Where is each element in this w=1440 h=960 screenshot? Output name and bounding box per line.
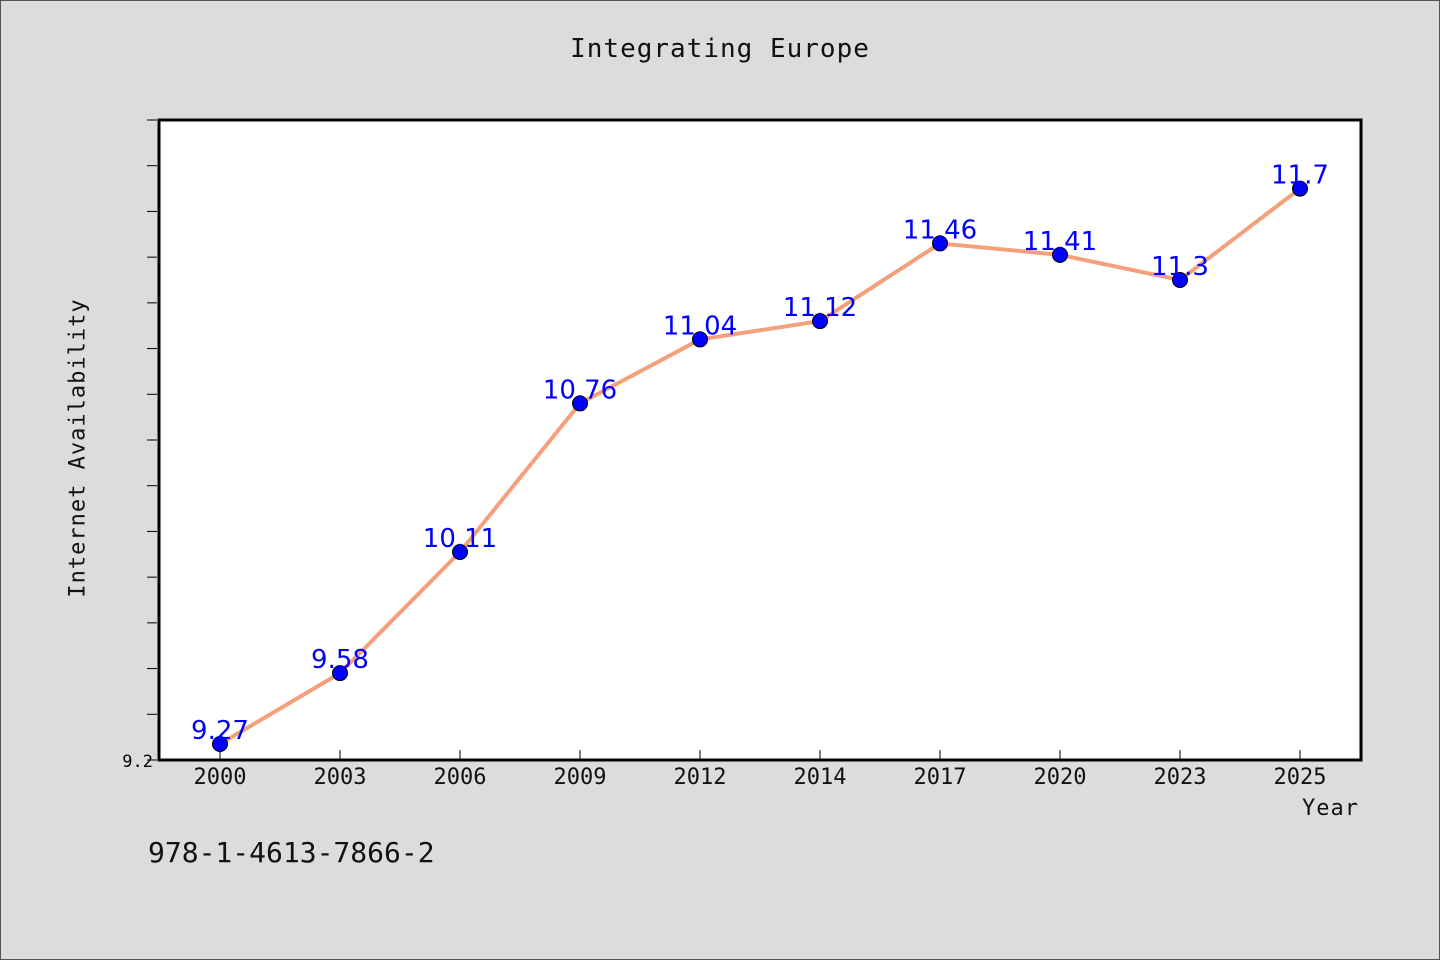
data-label: 11.41	[1023, 227, 1097, 257]
data-label: 11.12	[783, 293, 857, 323]
x-tick-label: 2017	[914, 765, 967, 790]
data-labels-group: 9.27 9.58 10.11 10.76 11.04 11.12 11.46 11.41 11…	[191, 161, 1329, 746]
x-tick-label: 2023	[1154, 765, 1207, 790]
data-point	[1052, 246, 1068, 263]
data-label: 10.11	[423, 524, 497, 554]
data-point	[332, 665, 348, 682]
x-tick-label: 2000	[194, 765, 247, 790]
data-label: 11.7	[1271, 161, 1329, 191]
x-tick-label: 2009	[554, 765, 607, 790]
series-line	[218, 186, 1302, 746]
y-tick-label: 9.2	[122, 752, 153, 772]
data-point	[1172, 272, 1188, 288]
x-tick-label: 2014	[794, 765, 847, 790]
y-axis-ticks: 9.2	[122, 119, 157, 772]
isbn-text: 978-1-4613-7866-2	[148, 836, 435, 869]
data-point	[572, 395, 588, 412]
chart-title: Integrating Europe	[570, 34, 870, 64]
x-axis-label: Year	[1302, 796, 1359, 821]
x-axis-ticks: 2000 2003 2006 2009 2012 2014 2017 2020 2023 2025	[194, 750, 1327, 790]
series-group	[212, 180, 1308, 752]
data-point	[212, 736, 228, 752]
x-tick-label: 2020	[1034, 765, 1087, 790]
data-point	[692, 331, 708, 348]
data-label: 9.27	[191, 716, 249, 746]
x-tick-label: 2003	[314, 765, 367, 790]
data-point	[452, 544, 468, 560]
data-label: 11.46	[903, 215, 977, 245]
data-label: 11.04	[663, 311, 737, 341]
data-label: 9.58	[311, 645, 369, 675]
x-tick-label: 2012	[674, 765, 727, 790]
data-label: 11.3	[1151, 252, 1209, 282]
data-point	[932, 235, 948, 252]
data-point	[1292, 180, 1308, 197]
x-tick-label: 2006	[434, 765, 487, 790]
data-point	[812, 313, 828, 330]
data-label: 10.76	[543, 375, 617, 405]
x-tick-label: 2025	[1274, 765, 1327, 790]
